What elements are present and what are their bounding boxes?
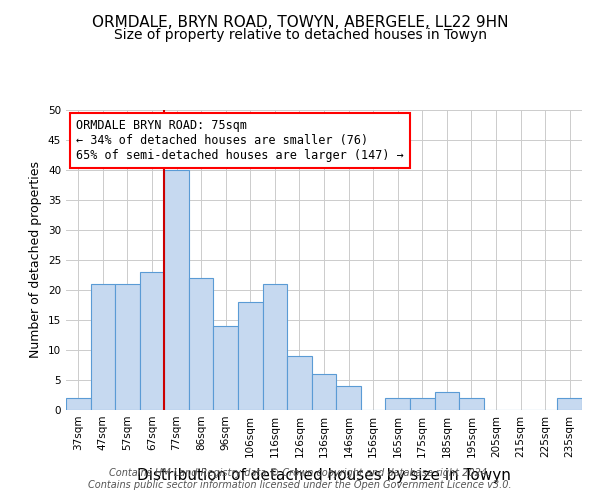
- Bar: [459, 398, 484, 410]
- Bar: [557, 398, 582, 410]
- Bar: [91, 284, 115, 410]
- Bar: [263, 284, 287, 410]
- Bar: [164, 170, 189, 410]
- Text: Size of property relative to detached houses in Towyn: Size of property relative to detached ho…: [113, 28, 487, 42]
- Text: Contains HM Land Registry data © Crown copyright and database right 2024.
Contai: Contains HM Land Registry data © Crown c…: [88, 468, 512, 490]
- Bar: [115, 284, 140, 410]
- Y-axis label: Number of detached properties: Number of detached properties: [29, 162, 43, 358]
- Text: ORMDALE, BRYN ROAD, TOWYN, ABERGELE, LL22 9HN: ORMDALE, BRYN ROAD, TOWYN, ABERGELE, LL2…: [92, 15, 508, 30]
- Bar: [336, 386, 361, 410]
- Bar: [410, 398, 434, 410]
- Bar: [66, 398, 91, 410]
- Text: ORMDALE BRYN ROAD: 75sqm
← 34% of detached houses are smaller (76)
65% of semi-d: ORMDALE BRYN ROAD: 75sqm ← 34% of detach…: [76, 119, 404, 162]
- Bar: [238, 302, 263, 410]
- Bar: [287, 356, 312, 410]
- Bar: [140, 272, 164, 410]
- Bar: [312, 374, 336, 410]
- Bar: [214, 326, 238, 410]
- Bar: [189, 278, 214, 410]
- Bar: [385, 398, 410, 410]
- Bar: [434, 392, 459, 410]
- X-axis label: Distribution of detached houses by size in Towyn: Distribution of detached houses by size …: [137, 468, 511, 483]
